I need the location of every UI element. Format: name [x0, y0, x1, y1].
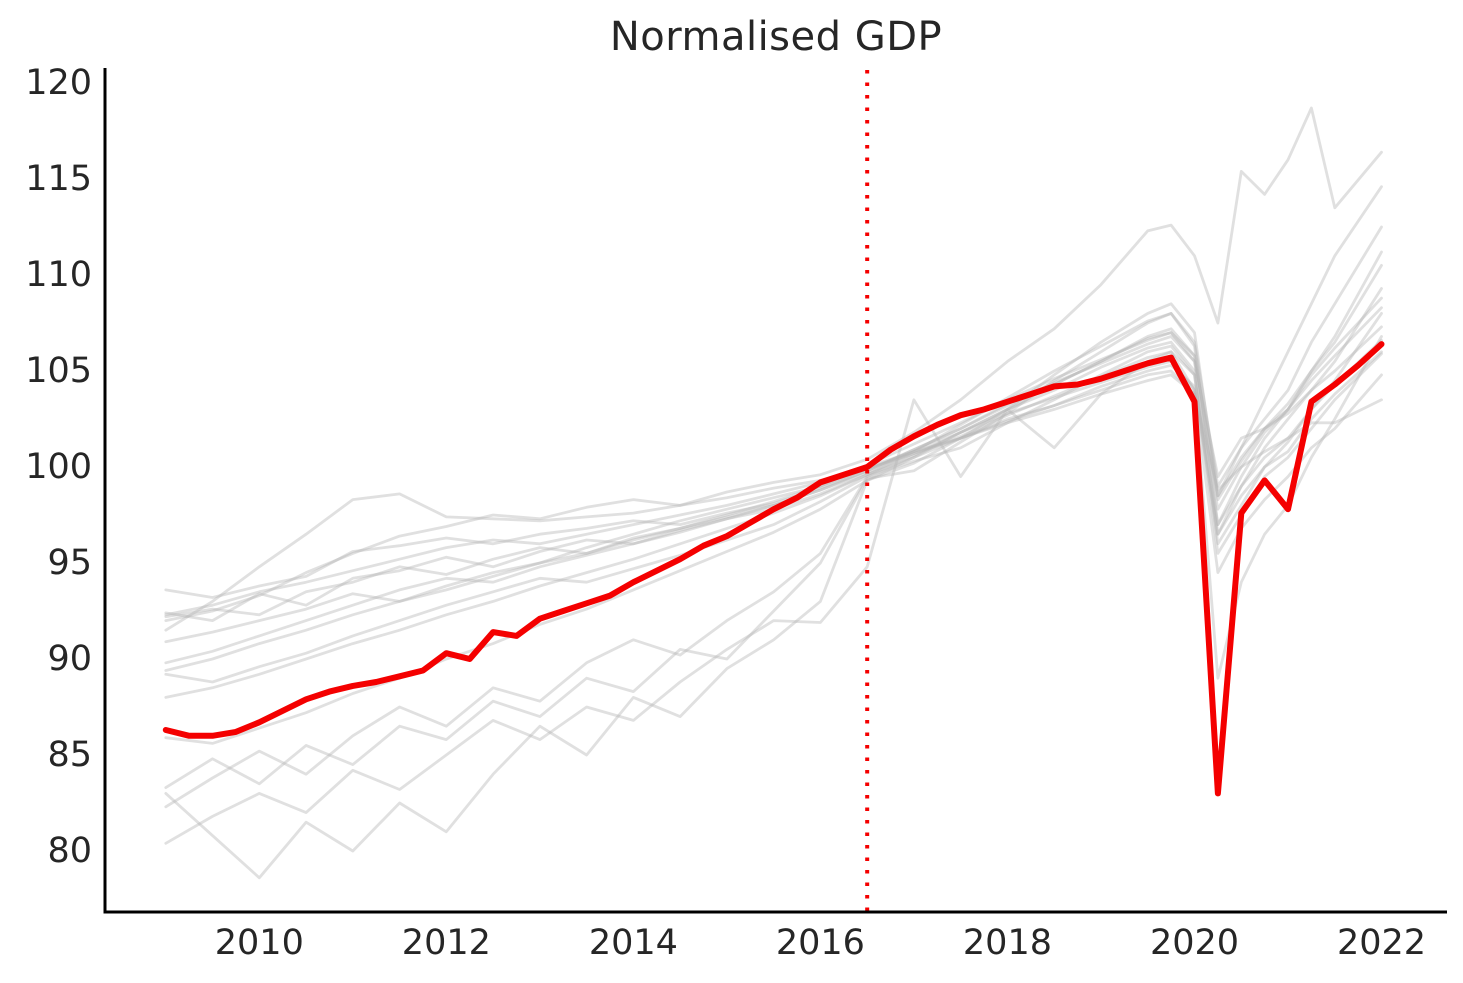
background-series-line	[164, 250, 1383, 789]
x-tick-label: 2016	[776, 923, 865, 963]
x-tick-label: 2012	[402, 923, 491, 963]
x-tick-label: 2022	[1337, 923, 1426, 963]
y-tick-label: 115	[25, 159, 92, 199]
background-series-line	[164, 335, 1383, 845]
y-tick-label: 110	[25, 255, 92, 295]
x-tick-label: 2020	[1150, 923, 1239, 963]
background-series-line	[164, 225, 1383, 699]
x-tick-label: 2014	[589, 923, 678, 963]
y-tick-label: 100	[25, 447, 92, 487]
x-tick-label: 2018	[963, 923, 1052, 963]
y-tick-label: 85	[47, 735, 92, 775]
y-tick-label: 120	[25, 63, 92, 103]
highlight-series-line	[162, 341, 1385, 797]
background-series-line	[164, 338, 1383, 622]
y-tick-label: 80	[47, 831, 92, 871]
y-tick-label: 105	[25, 351, 92, 391]
x-tick-label: 2010	[215, 923, 304, 963]
chart-title: Normalised GDP	[609, 14, 943, 60]
background-series-line	[164, 185, 1383, 880]
y-tick-label: 90	[47, 639, 92, 679]
background-series-line	[164, 296, 1383, 684]
y-tick-label: 95	[47, 543, 92, 583]
background-series-line	[164, 311, 1383, 809]
